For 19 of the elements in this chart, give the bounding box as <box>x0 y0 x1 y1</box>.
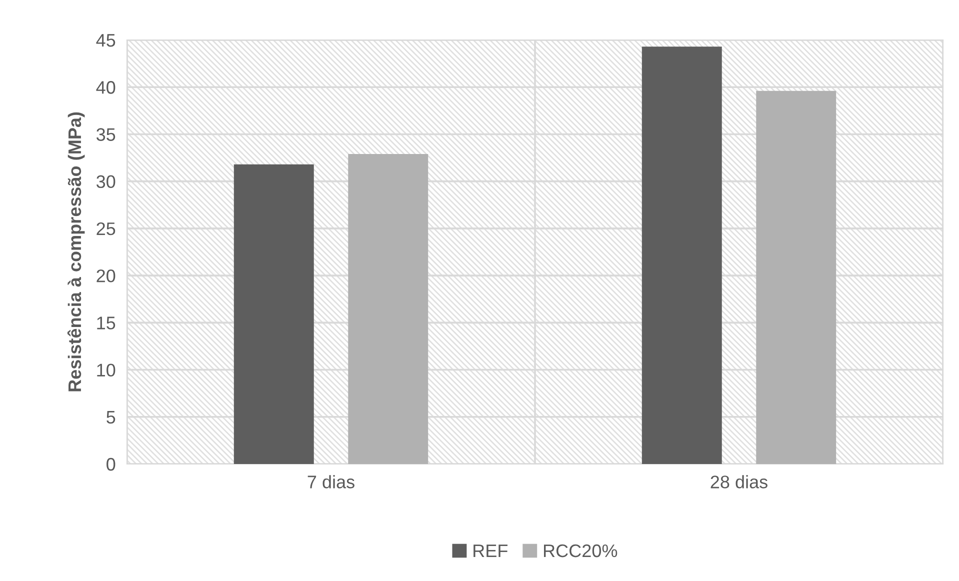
y-tick-label: 15 <box>97 316 116 330</box>
y-tick-label: 0 <box>106 458 116 471</box>
y-tick-label: 25 <box>96 222 116 236</box>
y-axis-title: Resistência à compressão (MPa) <box>67 112 85 392</box>
legend-label: RCC20% <box>544 544 618 558</box>
bar <box>348 154 428 464</box>
x-tick-label: 28 dias <box>710 475 768 488</box>
bar <box>642 46 722 464</box>
legend-label: REF <box>474 544 508 558</box>
bar <box>756 90 836 464</box>
y-tick-label: 10 <box>97 364 116 376</box>
y-tick-label: 5 <box>106 411 116 424</box>
y-tick-label: 40 <box>96 81 116 94</box>
bar <box>234 164 314 464</box>
y-tick-label: 20 <box>96 269 116 282</box>
y-tick-label: 45 <box>96 34 116 47</box>
x-tick-label: 7 dias <box>308 475 354 488</box>
y-tick-label: 30 <box>96 175 116 188</box>
y-tick-label: 35 <box>96 128 116 141</box>
